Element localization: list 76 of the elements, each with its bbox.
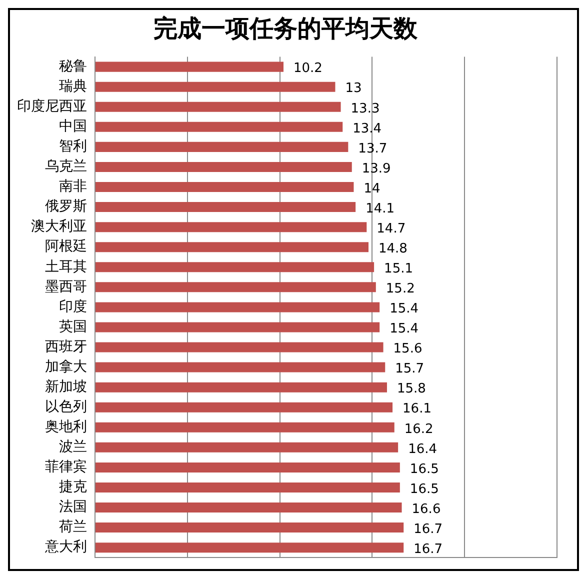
y-tick-label: 秘鲁 <box>59 58 87 74</box>
y-tick-label: 瑞典 <box>59 78 87 94</box>
bar <box>96 382 387 392</box>
data-label: 14.1 <box>366 201 395 216</box>
bar <box>96 102 341 112</box>
bar <box>96 282 376 292</box>
data-label: 16.7 <box>414 542 443 557</box>
data-label: 14.7 <box>376 221 406 236</box>
data-label: 10.2 <box>293 61 322 76</box>
bar <box>96 242 369 252</box>
bar <box>96 82 336 92</box>
data-label: 13.4 <box>352 121 382 136</box>
bar <box>96 542 404 553</box>
bar <box>96 142 348 152</box>
data-label: 13.3 <box>350 101 380 116</box>
bar <box>96 322 380 332</box>
y-tick-label: 加拿大 <box>45 358 87 375</box>
bar <box>96 62 284 72</box>
bar <box>96 302 380 312</box>
data-label: 15.4 <box>390 302 419 317</box>
data-label: 16.5 <box>410 482 439 497</box>
data-label: 13.7 <box>358 141 388 156</box>
data-label: 15.1 <box>384 262 413 277</box>
y-tick-label: 法国 <box>59 499 87 516</box>
data-label: 16.4 <box>408 442 438 457</box>
y-tick-label: 印度尼西亚 <box>17 98 87 115</box>
bar <box>96 162 352 172</box>
bar <box>96 482 400 492</box>
y-tick-label: 意大利 <box>44 539 87 556</box>
y-tick-label: 西班牙 <box>45 338 87 355</box>
y-tick-label: 以色列 <box>45 399 87 415</box>
bar <box>96 362 386 372</box>
bar <box>96 342 384 352</box>
data-label: 13 <box>345 81 362 96</box>
y-tick-label: 智利 <box>59 138 87 155</box>
data-label: 15.7 <box>395 362 424 377</box>
y-tick-label: 乌克兰 <box>45 158 87 175</box>
data-label: 15.8 <box>396 382 426 397</box>
y-tick-label: 俄罗斯 <box>45 198 87 215</box>
y-tick-label: 阿根廷 <box>45 238 87 255</box>
data-label: 15.2 <box>386 282 415 297</box>
data-label: 16.7 <box>414 522 443 537</box>
y-tick-label: 墨西哥 <box>45 278 87 295</box>
y-tick-label: 新加坡 <box>45 378 87 395</box>
bar <box>96 202 356 212</box>
data-label: 16.6 <box>412 502 441 517</box>
bar <box>96 402 393 412</box>
data-label: 13.9 <box>362 161 391 176</box>
y-tick-label: 波兰 <box>59 439 87 456</box>
bar <box>96 522 404 533</box>
data-label: 16.5 <box>410 462 439 477</box>
bar <box>96 182 354 192</box>
data-label: 14 <box>364 181 380 196</box>
bar <box>96 502 402 513</box>
data-label: 15.4 <box>390 322 419 337</box>
bar <box>96 122 343 132</box>
y-tick-label: 印度 <box>59 298 87 315</box>
y-tick-label: 奥地利 <box>45 419 87 436</box>
y-tick-label: 中国 <box>59 118 87 135</box>
y-tick-label: 菲律宾 <box>45 459 87 476</box>
data-label: 16.2 <box>404 422 434 437</box>
bar <box>96 422 394 432</box>
data-label: 15.6 <box>393 342 422 357</box>
y-tick-label: 荷兰 <box>59 519 87 536</box>
chart-title: 完成一项任务的平均天数 <box>154 14 418 43</box>
data-label: 14.8 <box>378 241 408 256</box>
bar <box>96 262 374 272</box>
bar <box>96 462 400 472</box>
y-tick-label: 英国 <box>59 318 87 335</box>
bar <box>96 442 398 452</box>
data-label: 16.1 <box>402 402 432 417</box>
bar <box>96 222 367 232</box>
y-tick-label: 捷克 <box>59 479 87 496</box>
y-tick-label: 南非 <box>59 178 87 195</box>
y-tick-label: 澳大利亚 <box>31 218 87 235</box>
y-tick-label: 土耳其 <box>45 258 87 275</box>
